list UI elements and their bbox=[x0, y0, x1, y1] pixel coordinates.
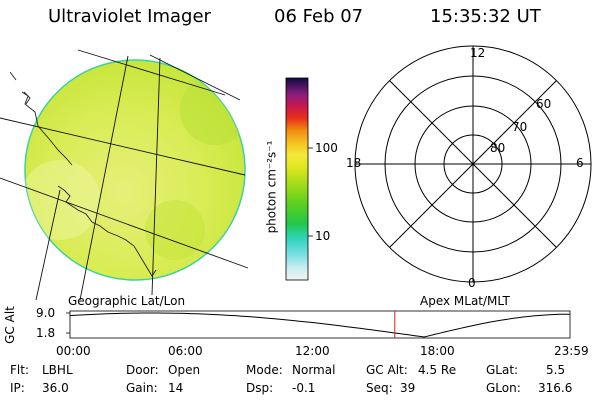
altitude-ytick-low: 1.8 bbox=[36, 326, 56, 340]
geographic-caption: Geographic Lat/Lon bbox=[68, 294, 186, 308]
door-value: Open bbox=[168, 363, 201, 377]
glat-label: GLat: bbox=[486, 363, 519, 377]
ip-value: 36.0 bbox=[42, 381, 69, 395]
altitude-ytick-high: 9.0 bbox=[36, 306, 56, 320]
ip-label: IP: bbox=[10, 381, 25, 395]
altitude-ylabel: GC Alt bbox=[2, 306, 17, 344]
mlt-label-6: 6 bbox=[576, 156, 584, 170]
time-tick-2359: 23:59 bbox=[554, 344, 589, 358]
altitude-curve bbox=[69, 312, 570, 338]
door-label: Door: bbox=[126, 363, 159, 377]
altitude-plot-frame bbox=[69, 310, 571, 339]
glat-value: 5.5 bbox=[546, 363, 566, 377]
seq-value: 39 bbox=[400, 381, 416, 395]
colorbar-ticks bbox=[308, 147, 313, 237]
time-tick-1800: 18:00 bbox=[420, 344, 455, 358]
altitude-plot-ticks bbox=[66, 312, 70, 334]
gain-label: Gain: bbox=[126, 381, 158, 395]
gcalt-label: GC Alt: bbox=[366, 363, 408, 377]
image-time: 15:35:32 UT bbox=[430, 6, 541, 27]
time-tick-0000: 00:00 bbox=[56, 344, 91, 358]
time-tick-0600: 06:00 bbox=[168, 344, 203, 358]
glon-value: 316.6 bbox=[538, 381, 573, 395]
coastlines bbox=[9, 71, 157, 277]
geographic-grid bbox=[0, 49, 249, 301]
image-date: 06 Feb 07 bbox=[274, 6, 364, 27]
mlat-label-70: 70 bbox=[512, 120, 528, 134]
apex-caption: Apex MLat/MLT bbox=[420, 294, 510, 308]
colorbar-tick-100: 100 bbox=[315, 141, 338, 155]
dsp-value: -0.1 bbox=[292, 381, 316, 395]
mlat-label-80: 80 bbox=[490, 141, 506, 155]
earth-disk-image bbox=[24, 59, 246, 281]
mode-label: Mode: bbox=[246, 363, 283, 377]
gain-value: 14 bbox=[168, 381, 184, 395]
colorbar bbox=[285, 77, 309, 281]
mlt-label-0: 0 bbox=[468, 276, 476, 290]
time-tick-1200: 12:00 bbox=[295, 344, 330, 358]
dsp-label: Dsp: bbox=[246, 381, 274, 395]
instrument-title: Ultraviolet Imager bbox=[48, 6, 211, 27]
mode-value: Normal bbox=[292, 363, 336, 377]
colorbar-unit-label: photon cm⁻²s⁻¹ bbox=[264, 140, 279, 234]
glon-label: GLon: bbox=[486, 381, 521, 395]
seq-label: Seq: bbox=[366, 381, 393, 395]
polar-plot bbox=[354, 45, 592, 283]
gcalt-value: 4.5 Re bbox=[418, 363, 457, 377]
colorbar-tick-10: 10 bbox=[315, 229, 331, 243]
mlat-label-60: 60 bbox=[536, 97, 552, 111]
mlt-label-18: 18 bbox=[346, 156, 362, 170]
filter-value: LBHL bbox=[42, 363, 73, 377]
mlt-label-12: 12 bbox=[470, 46, 486, 60]
filter-label: Flt: bbox=[10, 363, 29, 377]
